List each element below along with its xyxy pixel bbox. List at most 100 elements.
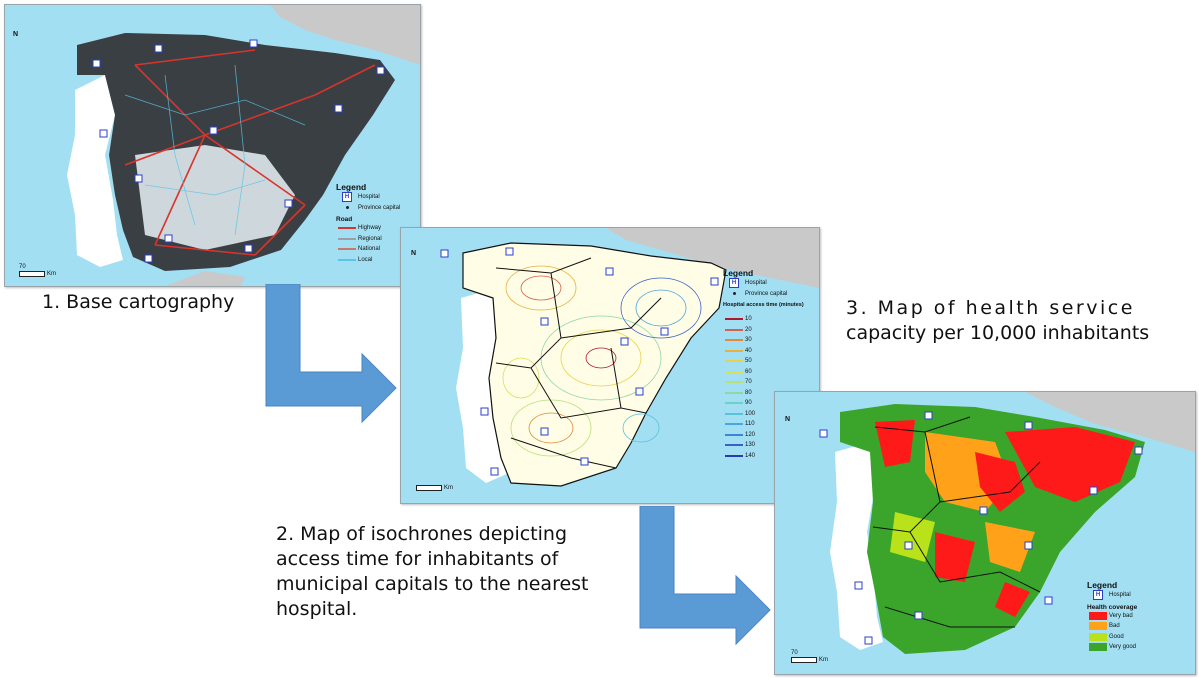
legend-line-symbol	[338, 237, 356, 240]
caption-step2-line1: 2. Map of isochrones depicting	[276, 523, 568, 545]
caption-step2-line2: access time for inhabitants of	[276, 548, 559, 571]
caption-step2-line4: hospital.	[276, 598, 358, 621]
base-cartography-svg	[67, 5, 420, 286]
arrow-step2-to-step3	[639, 506, 771, 646]
legend-item-label: 50	[745, 358, 752, 365]
scale-label: 70	[19, 264, 26, 270]
legend-line-symbol	[725, 433, 743, 436]
region-borders	[495, 257, 662, 469]
legend-swatch	[1089, 643, 1107, 652]
isochrones-map: N Km Legend H Hospital Province capital H…	[400, 227, 820, 504]
france-land	[270, 5, 420, 65]
legend-title: Legend	[723, 268, 754, 278]
north-arrow: N	[13, 31, 19, 38]
caption-step3-line2: capacity per 10,000 inhabitants	[846, 322, 1150, 345]
legend-line-symbol	[338, 258, 356, 261]
caption-step2: 2. Map of isochrones depicting access ti…	[276, 522, 589, 622]
legend-province-label: Province capital	[358, 204, 401, 211]
legend-road-heading: Road	[336, 216, 353, 223]
province-capital-icon	[732, 292, 736, 296]
legend-line-symbol	[725, 444, 743, 447]
legend-item-label: Bad	[1109, 623, 1120, 630]
legend-access-heading: Hospital access time (minutes)	[723, 302, 804, 308]
hospital-icon: H	[1093, 590, 1103, 601]
france-land	[1025, 392, 1195, 452]
legend-item: 20	[723, 325, 819, 336]
hospital-markers	[440, 247, 719, 476]
legend-item-label: Very good	[1109, 644, 1137, 651]
legend-item-label: 130	[745, 442, 756, 449]
legend-item: 110	[723, 419, 819, 430]
scale-bar-graphic	[19, 271, 45, 277]
spain-south-plateau	[135, 145, 295, 250]
caption-step3: 3. Map of health service capacity per 10…	[846, 296, 1149, 346]
coverage-zones	[875, 420, 1135, 617]
health-coverage-svg	[819, 392, 1195, 654]
legend-province: Province capital	[723, 289, 819, 300]
legend-line-symbol	[725, 454, 743, 457]
north-arrow: N	[411, 250, 417, 257]
legend-line-symbol	[725, 318, 743, 321]
legend-item: Very bad	[1087, 611, 1193, 622]
portugal-land	[830, 442, 883, 650]
legend-line-symbol	[725, 423, 743, 426]
legend-level-list: 10 20 30 40 50 60 70 80 90 100 110 120 130 140	[723, 314, 819, 461]
legend-line-symbol	[725, 349, 743, 352]
legend-line-symbol	[725, 339, 743, 342]
map3-legend: Legend H Hospital Health coverage Very ba…	[1087, 580, 1193, 653]
legend-item: 70	[723, 377, 819, 388]
legend-item: 10	[723, 314, 819, 325]
legend-line-symbol	[725, 381, 743, 384]
legend-item-label: 10	[745, 316, 752, 323]
legend-item-label: 90	[745, 400, 752, 407]
scale-bar: Km	[416, 484, 453, 491]
hospital-icon: H	[729, 278, 739, 289]
legend-line-symbol	[725, 391, 743, 394]
legend-item-label: 120	[745, 431, 756, 438]
legend-item: 40	[723, 346, 819, 357]
north-arrow: N	[785, 416, 791, 423]
legend-item-label: Local	[358, 256, 373, 263]
legend-line-symbol	[338, 248, 356, 251]
legend-item-label: Good	[1109, 633, 1124, 640]
scale-label: 70	[791, 650, 798, 656]
legend-hospital: H Hospital	[1087, 590, 1193, 601]
legend-swatch	[1089, 622, 1107, 631]
legend-item-label: 70	[745, 379, 752, 386]
legend-item-label: 80	[745, 389, 752, 396]
legend-item: 30	[723, 335, 819, 346]
legend-item-label: 60	[745, 368, 752, 375]
legend-line-symbol	[338, 227, 356, 230]
portugal-land	[67, 75, 123, 267]
legend-item: Regional	[336, 234, 418, 245]
legend-item-label: 30	[745, 337, 752, 344]
map1-legend: Legend H Hospital Province capital Road H…	[336, 182, 418, 265]
scale-bar-graphic	[416, 485, 442, 491]
caption-step1: 1. Base cartography	[42, 291, 235, 313]
legend-item: 60	[723, 367, 819, 378]
highway-lines	[124, 49, 376, 256]
legend-hospital-label: Hospital	[1109, 592, 1131, 599]
legend-item-label: 20	[745, 326, 752, 333]
hospital-markers	[92, 39, 385, 263]
legend-coverage-heading: Health coverage	[1087, 603, 1138, 611]
legend-line-symbol	[725, 412, 743, 415]
legend-line-symbol	[725, 328, 743, 331]
legend-line-symbol	[725, 402, 743, 405]
legend-item-label: 40	[745, 347, 752, 354]
legend-title: Legend	[1087, 580, 1118, 590]
legend-coverage-list: Very bad Bad Good Very good	[1087, 611, 1193, 653]
legend-item-label: Very bad	[1109, 612, 1133, 619]
legend-swatch	[1089, 632, 1107, 641]
legend-item-label: Regional	[358, 235, 382, 242]
legend-item-label: Highway	[358, 225, 382, 232]
local-road-lines	[124, 64, 306, 236]
legend-item: Highway	[336, 223, 418, 234]
scale-bar: 70 Km	[791, 650, 828, 663]
legend-road-list: Highway Regional National Local	[336, 223, 418, 265]
legend-line-symbol	[725, 370, 743, 373]
caption-step3-line1: 3. Map of health service	[846, 297, 1135, 319]
scale-bar-graphic	[791, 657, 817, 663]
legend-hospital-label: Hospital	[745, 280, 767, 287]
legend-item-label: 100	[745, 410, 756, 417]
